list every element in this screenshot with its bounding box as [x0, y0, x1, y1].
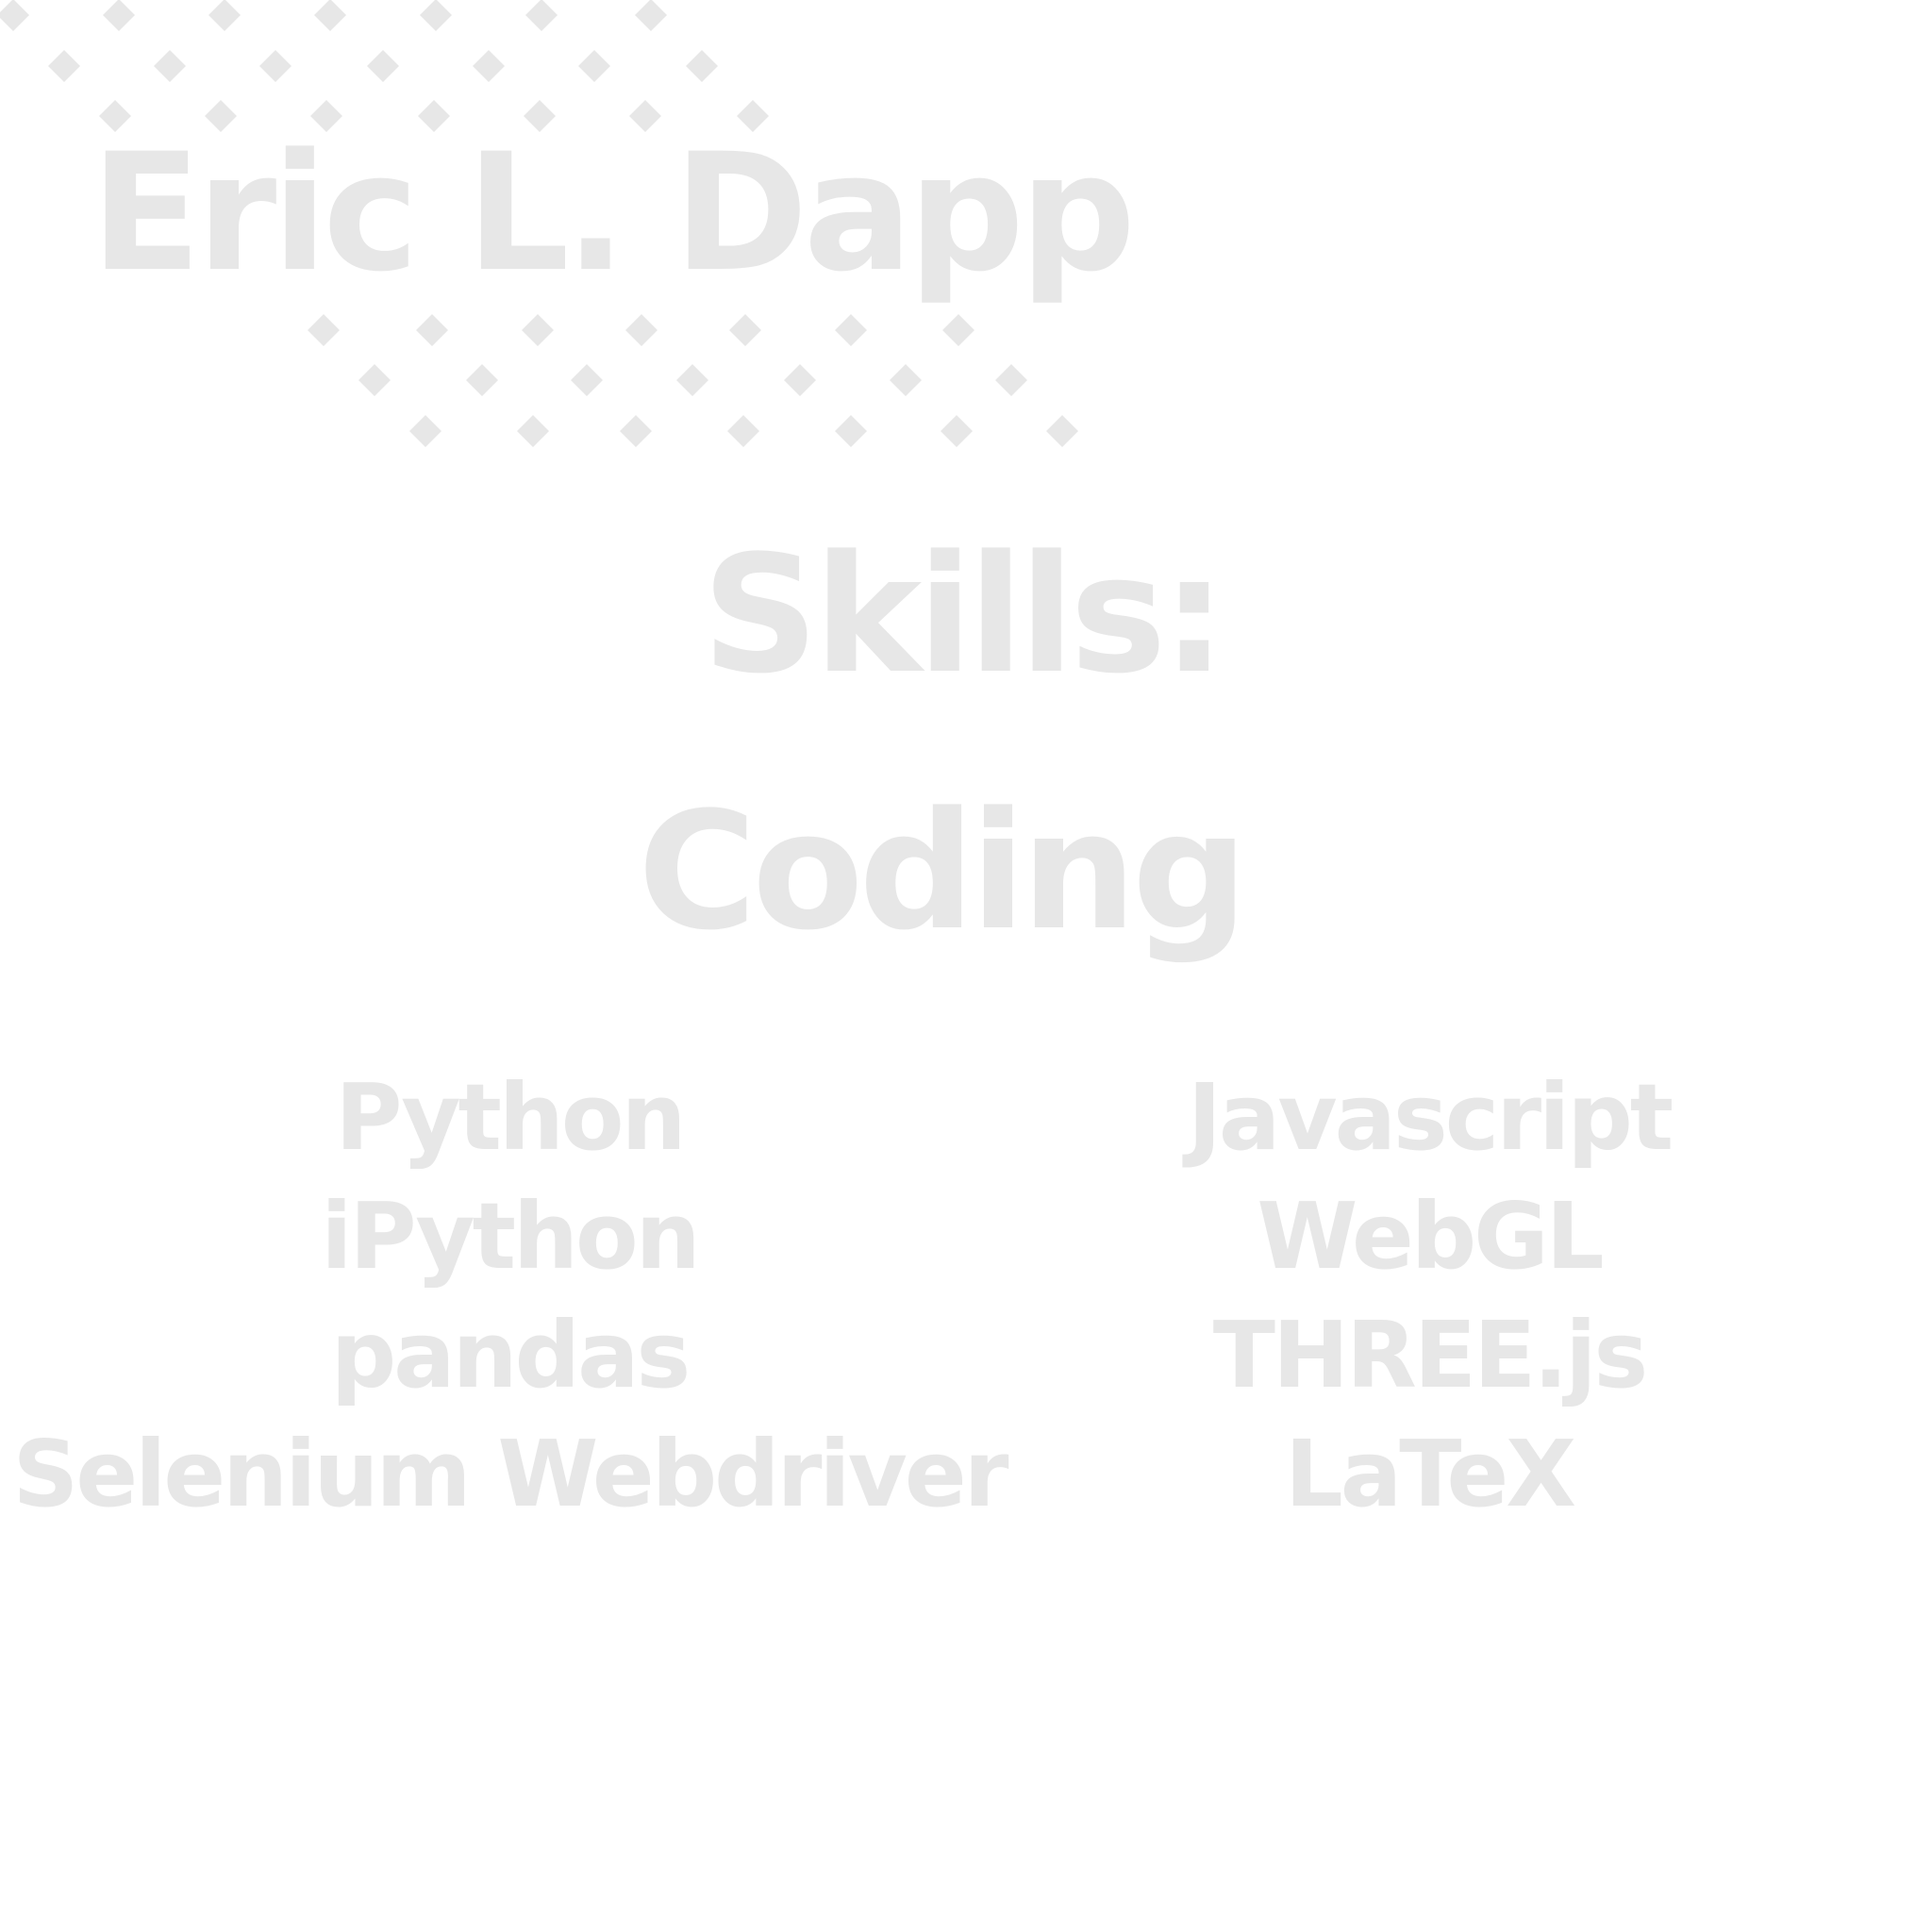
diamond-dot: [48, 50, 80, 82]
diamond-dot: [522, 314, 554, 346]
diamond-dot: [473, 50, 505, 82]
diamond-dot: [308, 314, 340, 346]
diamond-dot: [620, 415, 652, 447]
diamond-dot: [416, 314, 448, 346]
skill-item: WebGL: [1257, 1183, 1604, 1290]
diamond-dot: [571, 364, 603, 396]
skills-column-right: Javascript WebGL THREE.js LaTeX: [948, 1072, 1910, 1547]
diamond-dot: [835, 415, 867, 447]
skills-column-left: Python iPython pandas Selenium Webdriver: [12, 1064, 1008, 1547]
skill-item: Python: [335, 1064, 686, 1171]
diamond-dot: [578, 50, 610, 82]
diamond-dot: [835, 314, 867, 346]
skill-item: THREE.js: [1212, 1302, 1648, 1408]
diamond-dot: [635, 0, 667, 31]
diamond-dot: [208, 0, 241, 31]
diamond-dot: [890, 364, 922, 396]
diamond-dot: [629, 100, 661, 132]
diamond-dot: [418, 100, 450, 132]
skill-item: LaTeX: [1284, 1421, 1576, 1527]
diamond-dot: [103, 0, 135, 31]
diamond-dot: [259, 50, 291, 82]
section-subtitle: Coding: [638, 776, 1248, 966]
diamond-dot: [1046, 415, 1078, 447]
diamond-dot: [466, 364, 498, 396]
diamond-dot: [727, 415, 759, 447]
diamond-dot: [995, 364, 1027, 396]
diamond-dot: [367, 50, 399, 82]
person-name: Eric L. Dapp: [91, 118, 1136, 308]
diamond-dot: [314, 0, 346, 31]
diamond-dot: [686, 50, 718, 82]
skill-item: pandas: [330, 1302, 691, 1408]
diamond-dot: [358, 364, 391, 396]
diamond-dot: [517, 415, 549, 447]
diamond-dot: [941, 415, 973, 447]
diamond-dot: [676, 364, 708, 396]
diamond-dot: [625, 314, 658, 346]
diamond-dot: [99, 100, 131, 132]
diamond-dot: [784, 364, 816, 396]
skill-item: Javascript: [1187, 1064, 1674, 1171]
skill-item: iPython: [321, 1183, 700, 1290]
diamond-dot: [737, 100, 769, 132]
diamond-dot: [310, 100, 342, 132]
diamond-dot: [942, 314, 974, 346]
diamond-dot: [205, 100, 237, 132]
diamond-dot: [409, 415, 441, 447]
skill-item: Selenium Webdriver: [12, 1421, 1008, 1527]
diamond-dot: [729, 314, 761, 346]
diamond-dot: [524, 100, 556, 132]
section-title: Skills:: [702, 520, 1226, 709]
diamond-dot: [420, 0, 452, 31]
diamond-dot: [525, 0, 558, 31]
diamond-dot: [154, 50, 186, 82]
diamond-dot: [0, 0, 29, 31]
